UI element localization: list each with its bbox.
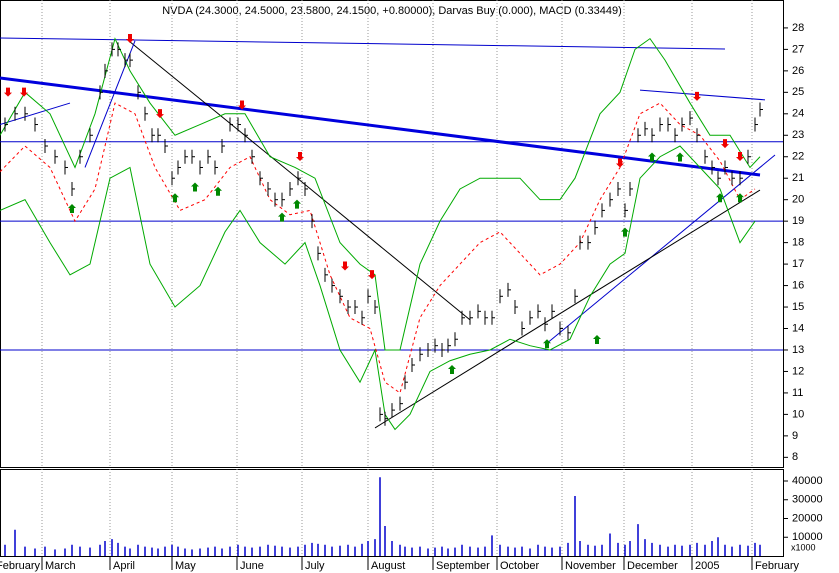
y-tick-label: 12: [792, 365, 804, 377]
x-tick-label: April: [113, 560, 135, 572]
y-tick-label: 10000: [792, 531, 823, 543]
x-tick-label: October: [500, 560, 539, 572]
buy-arrow: [214, 186, 222, 196]
y-tick-label: 40000: [792, 475, 823, 487]
y-tick-label: 17: [792, 258, 804, 270]
sell-arrow: [296, 152, 304, 162]
sell-arrow: [238, 100, 246, 110]
buy-arrow: [648, 152, 656, 162]
y-tick-label: 20: [792, 194, 804, 206]
sell-arrow: [341, 261, 349, 271]
moving-average: [0, 102, 756, 394]
buy-arrow: [68, 203, 76, 213]
y-tick-label: 22: [792, 151, 804, 163]
x-tick-label: March: [45, 560, 76, 572]
trend-line: [374, 189, 761, 429]
y-tick-label: 11: [792, 387, 803, 399]
y-tick-label: 20000: [792, 512, 823, 524]
y-tick-label: 14: [792, 322, 804, 334]
y-tick-label: 26: [792, 65, 804, 77]
sell-arrow: [368, 270, 376, 280]
sell-arrow: [126, 33, 134, 43]
sell-arrow: [616, 158, 624, 168]
x-tick-label: July: [305, 560, 325, 572]
sell-arrow: [20, 87, 28, 97]
trend-line: [84, 40, 136, 168]
y-tick-label: 16: [792, 279, 804, 291]
x-tick-label: February: [755, 560, 800, 572]
bollinger-band: [0, 145, 756, 431]
buy-arrow: [191, 182, 199, 192]
volume-unit: x1000: [791, 542, 816, 552]
volume-panel-frame: [0, 469, 784, 557]
buy-arrow: [736, 193, 744, 203]
buy-arrow: [448, 365, 456, 375]
x-tick-label: December: [627, 560, 678, 572]
sell-arrow: [156, 109, 164, 119]
buy-arrow: [543, 339, 551, 349]
chart-title: NVDA (24.3000, 24.5000, 23.5800, 24.1500…: [162, 5, 622, 17]
y-tick-label: 21: [792, 172, 804, 184]
trend-line: [0, 76, 761, 177]
y-tick-label: 27: [792, 43, 804, 55]
y-tick-label: 8: [792, 451, 798, 463]
trend-line: [299, 179, 471, 321]
x-tick-label: February: [0, 560, 41, 572]
buy-arrow: [171, 193, 179, 203]
price-panel-frame: [0, 0, 784, 468]
y-tick-label: 19: [792, 215, 804, 227]
y-tick-label: 25: [792, 86, 804, 98]
sell-arrow: [4, 87, 12, 97]
sell-arrow: [693, 91, 701, 101]
buy-arrow: [293, 199, 301, 209]
bollinger-band: [0, 37, 761, 351]
y-tick-label: 10: [792, 408, 804, 420]
trend-line: [0, 102, 71, 126]
x-tick-label: 2005: [695, 560, 719, 572]
y-tick-label: 9: [792, 430, 798, 442]
x-tick-label: May: [175, 560, 196, 572]
y-tick-label: 18: [792, 237, 804, 249]
x-tick-label: June: [240, 560, 264, 572]
trend-line: [639, 89, 766, 101]
x-tick-label: August: [371, 560, 405, 572]
trend-line: [544, 154, 776, 346]
buy-arrow: [278, 212, 286, 222]
buy-arrow: [593, 334, 601, 344]
y-tick-label: 30000: [792, 494, 823, 506]
y-tick-label: 13: [792, 344, 804, 356]
trend-line: [0, 37, 726, 50]
x-tick-label: September: [436, 560, 490, 572]
buy-arrow: [716, 193, 724, 203]
sell-arrow: [721, 139, 729, 149]
y-tick-label: 24: [792, 108, 804, 120]
x-tick-label: November: [565, 560, 616, 572]
buy-arrow: [621, 227, 629, 237]
sell-arrow: [736, 152, 744, 162]
y-tick-label: 15: [792, 301, 804, 313]
y-tick-label: 28: [792, 22, 804, 34]
buy-arrow: [676, 152, 684, 162]
y-tick-label: 23: [792, 129, 804, 141]
